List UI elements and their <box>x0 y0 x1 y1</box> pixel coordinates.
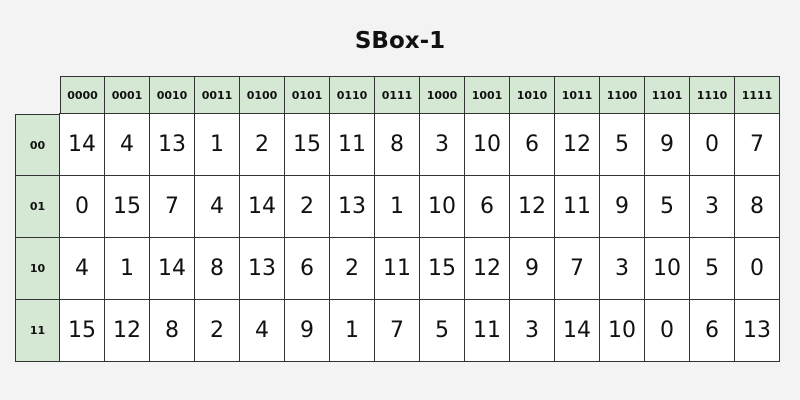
row-header: 10 <box>15 237 60 300</box>
table-cell: 15 <box>104 175 150 238</box>
table-cell: 2 <box>239 113 285 176</box>
table-cell: 7 <box>374 299 420 362</box>
table-cell: 1 <box>194 113 240 176</box>
table-cell: 8 <box>149 299 195 362</box>
table-cell: 6 <box>509 113 555 176</box>
table-cell: 1 <box>104 237 150 300</box>
table-cell: 6 <box>464 175 510 238</box>
table-cell: 0 <box>644 299 690 362</box>
table-cell: 10 <box>464 113 510 176</box>
table-cell: 6 <box>284 237 330 300</box>
table-cell: 12 <box>464 237 510 300</box>
table-cell: 4 <box>59 237 105 300</box>
column-header: 1001 <box>464 76 510 114</box>
column-header: 0001 <box>104 76 150 114</box>
column-header: 0100 <box>239 76 285 114</box>
table-cell: 14 <box>149 237 195 300</box>
table-cell: 2 <box>194 299 240 362</box>
table-cell: 10 <box>599 299 645 362</box>
table-cell: 1 <box>329 299 375 362</box>
table-cell: 5 <box>689 237 735 300</box>
row-header: 01 <box>15 175 60 238</box>
table-cell: 3 <box>599 237 645 300</box>
column-header: 1011 <box>554 76 600 114</box>
table-cell: 13 <box>239 237 285 300</box>
table-cell: 12 <box>509 175 555 238</box>
table-cell: 14 <box>554 299 600 362</box>
column-header: 1111 <box>734 76 780 114</box>
column-header: 0000 <box>60 76 105 114</box>
table-cell: 0 <box>59 175 105 238</box>
column-header: 0111 <box>374 76 420 114</box>
column-header: 0101 <box>284 76 330 114</box>
column-header: 0110 <box>329 76 375 114</box>
table-cell: 14 <box>59 113 105 176</box>
table-cell: 4 <box>194 175 240 238</box>
column-header: 0010 <box>149 76 195 114</box>
row-header: 11 <box>15 299 60 362</box>
table-cell: 9 <box>284 299 330 362</box>
sbox-table: 0000 0001 0010 0011 0100 0101 0110 0111 1000 1001… <box>15 76 780 362</box>
table-cell: 3 <box>689 175 735 238</box>
table-cell: 2 <box>329 237 375 300</box>
table-cell: 4 <box>239 299 285 362</box>
table-cell: 0 <box>734 237 780 300</box>
table-cell: 12 <box>554 113 600 176</box>
table-cell: 0 <box>689 113 735 176</box>
column-header: 0011 <box>194 76 240 114</box>
table-cell: 11 <box>374 237 420 300</box>
table-cell: 7 <box>734 113 780 176</box>
table-corner <box>15 76 60 114</box>
table-cell: 11 <box>329 113 375 176</box>
row-header: 00 <box>15 114 60 176</box>
table-cell: 14 <box>239 175 285 238</box>
column-header: 1010 <box>509 76 555 114</box>
table-cell: 5 <box>644 175 690 238</box>
table-cell: 13 <box>149 113 195 176</box>
table-cell: 9 <box>644 113 690 176</box>
table-cell: 2 <box>284 175 330 238</box>
table-cell: 7 <box>554 237 600 300</box>
table-cell: 8 <box>194 237 240 300</box>
table-cell: 7 <box>149 175 195 238</box>
table-cell: 9 <box>599 175 645 238</box>
table-cell: 12 <box>104 299 150 362</box>
table-cell: 9 <box>509 237 555 300</box>
table-cell: 11 <box>554 175 600 238</box>
table-cell: 15 <box>419 237 465 300</box>
table-cell: 10 <box>419 175 465 238</box>
table-cell: 1 <box>374 175 420 238</box>
table-cell: 8 <box>374 113 420 176</box>
table-cell: 3 <box>419 113 465 176</box>
table-cell: 6 <box>689 299 735 362</box>
table-cell: 11 <box>464 299 510 362</box>
table-cell: 5 <box>599 113 645 176</box>
table-cell: 10 <box>644 237 690 300</box>
table-cell: 15 <box>284 113 330 176</box>
table-cell: 15 <box>59 299 105 362</box>
diagram-title: SBox-1 <box>354 28 446 54</box>
table-cell: 5 <box>419 299 465 362</box>
column-header: 1110 <box>689 76 735 114</box>
table-cell: 8 <box>734 175 780 238</box>
column-header: 1101 <box>644 76 690 114</box>
table-cell: 3 <box>509 299 555 362</box>
column-header: 1000 <box>419 76 465 114</box>
column-header: 1100 <box>599 76 645 114</box>
table-cell: 4 <box>104 113 150 176</box>
table-cell: 13 <box>734 299 780 362</box>
table-cell: 13 <box>329 175 375 238</box>
